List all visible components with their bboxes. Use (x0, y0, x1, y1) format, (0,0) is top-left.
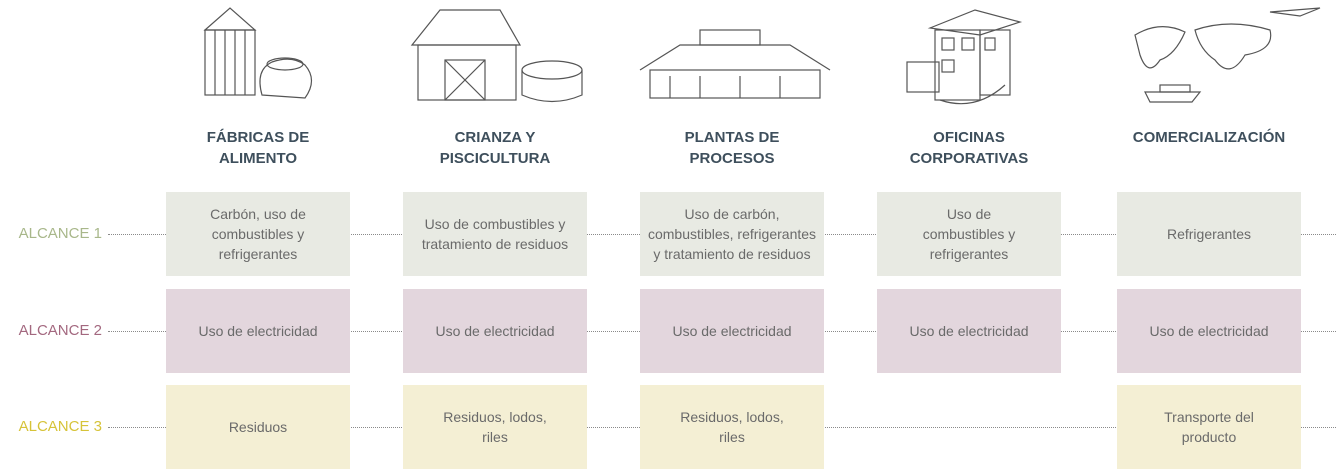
cell: Carbón, uso de combustibles y refrigerante… (166, 192, 350, 276)
cell: Transporte del producto (1117, 385, 1301, 469)
title-line: CORPORATIVAS (909, 150, 1029, 167)
title-line: ALIMENTO (218, 150, 298, 167)
cell-line: Residuos (228, 419, 288, 435)
column-title: COMERCIALIZACIÓN (1094, 127, 1324, 148)
cell-line: combustibles, refrigerantes (647, 226, 817, 242)
title-line: PLANTAS DE (684, 129, 780, 146)
cell-line: Uso de electricidad (672, 323, 792, 339)
cell-line: Uso de electricidad (1149, 323, 1269, 339)
cell-line: riles (482, 429, 508, 445)
cell: Residuos, lodos, riles (640, 385, 824, 469)
cell-line: Uso de combustibles y (424, 216, 566, 232)
cell-line: refrigerantes (218, 246, 298, 262)
cell: Uso de combustibles y refrigerantes (877, 192, 1061, 276)
cell: Uso de electricidad (166, 289, 350, 373)
silo-icon (203, 7, 313, 99)
cell: Uso de electricidad (1117, 289, 1301, 373)
row-label: ALCANCE 2 (2, 322, 108, 339)
cell-line: producto (1181, 429, 1237, 445)
office-icon (906, 9, 1023, 105)
column-title: OFICINAS CORPORATIVAS (854, 127, 1084, 169)
cell: Refrigerantes (1117, 192, 1301, 276)
world-icon (1134, 7, 1321, 103)
title-line: OFICINAS (933, 129, 1005, 146)
row-label: ALCANCE 1 (2, 225, 108, 242)
row-label: ALCANCE 3 (2, 418, 108, 435)
column-title: FÁBRICAS DE ALIMENTO (143, 127, 373, 169)
title-line: PISCICULTURA (439, 150, 551, 167)
cell-line: Uso de carbón, (684, 206, 780, 222)
cell-line: combustibles y (211, 226, 305, 242)
icons (203, 7, 1321, 105)
cell-line: refrigerantes (929, 246, 1009, 262)
cell-line: combustibles y (922, 226, 1016, 242)
cell-line: Uso de electricidad (198, 323, 318, 339)
cell: Uso de electricidad (877, 289, 1061, 373)
cell: Residuos (166, 385, 350, 469)
cell-line: Carbón, uso de (210, 206, 306, 222)
barn-icon (410, 9, 583, 103)
cell: Residuos, lodos, riles (403, 385, 587, 469)
cell-line: Uso de electricidad (435, 323, 555, 339)
cell-line: tratamiento de residuos (421, 236, 569, 252)
plant-icon (639, 29, 831, 99)
cell: Uso de combustibles y tratamiento de resi… (403, 192, 587, 276)
title-line: COMERCIALIZACIÓN (1132, 129, 1286, 146)
title-line: FÁBRICAS DE (206, 129, 310, 146)
cell-line: Uso de (946, 206, 992, 222)
cell: Uso de electricidad (640, 289, 824, 373)
cell-line: Transporte del (1164, 409, 1254, 425)
title-line: CRIANZA Y (454, 129, 536, 146)
title-line: PROCESOS (689, 150, 775, 167)
cell: Uso de carbón, combustibles, refrigerante… (640, 192, 824, 276)
cell-line: Residuos, lodos, (443, 409, 547, 425)
cell: Uso de electricidad (403, 289, 587, 373)
cell-line: y tratamiento de residuos (653, 246, 811, 262)
cell-line: riles (719, 429, 745, 445)
column-title: PLANTAS DE PROCESOS (617, 127, 847, 169)
cell-line: Refrigerantes (1166, 226, 1252, 242)
cell-line: Uso de electricidad (909, 323, 1029, 339)
cell-line: Residuos, lodos, (680, 409, 784, 425)
column-title: CRIANZA Y PISCICULTURA (380, 127, 610, 169)
